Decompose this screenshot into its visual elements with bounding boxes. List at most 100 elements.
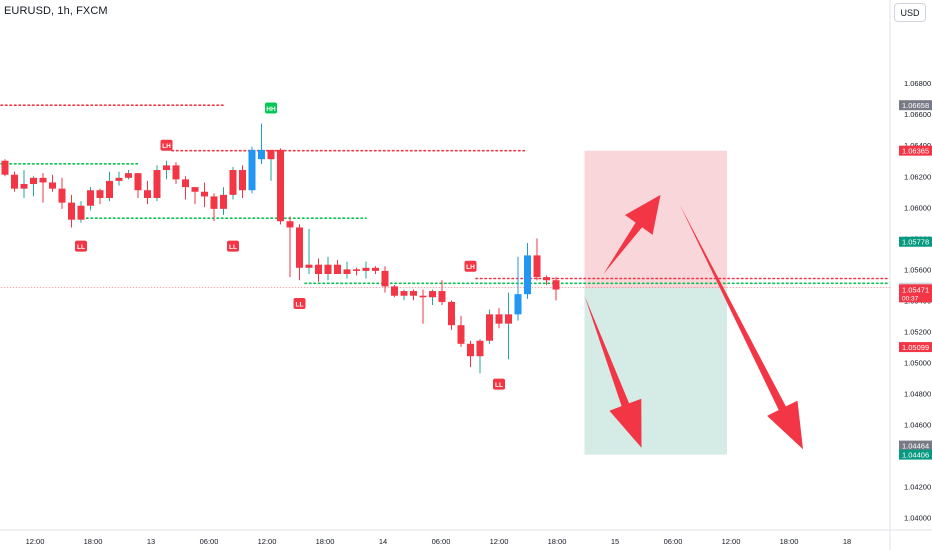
direction-arrow[interactable] xyxy=(584,295,642,448)
candle-body[interactable] xyxy=(191,187,199,192)
candle-body[interactable] xyxy=(115,177,123,181)
candle-body[interactable] xyxy=(68,202,75,220)
candle-body[interactable] xyxy=(87,190,94,206)
candle-body[interactable] xyxy=(457,325,465,344)
candle-body[interactable] xyxy=(1,160,9,175)
candle-body[interactable] xyxy=(296,227,303,268)
price-tick-label: 1.06000 xyxy=(904,203,931,212)
candle-body[interactable] xyxy=(305,264,313,268)
candle-body[interactable] xyxy=(372,267,379,271)
price-tick-label: 1.06600 xyxy=(904,110,931,119)
structure-label-badge[interactable] xyxy=(265,102,277,114)
direction-arrow[interactable] xyxy=(603,194,661,274)
candle-body[interactable] xyxy=(476,340,484,357)
candle-body[interactable] xyxy=(201,191,208,197)
candle-body[interactable] xyxy=(220,194,227,209)
direction-arrow[interactable] xyxy=(679,204,804,450)
candle-body[interactable] xyxy=(182,179,189,188)
candle-body[interactable] xyxy=(277,149,284,222)
symbol-title[interactable]: EURUSD, 1h, FXCM xyxy=(4,5,108,17)
price-axis-label: 1.04464 xyxy=(902,442,929,451)
candle-body[interactable] xyxy=(77,205,85,220)
time-tick-label: 12:00 xyxy=(258,537,277,546)
candle-body[interactable] xyxy=(258,149,265,160)
candle-body[interactable] xyxy=(362,267,370,271)
candle-body[interactable] xyxy=(448,301,455,326)
structure-label-badge[interactable] xyxy=(75,240,87,252)
candle-body[interactable] xyxy=(391,286,398,296)
time-tick-label: 18:00 xyxy=(316,537,335,546)
candle-body[interactable] xyxy=(429,291,436,298)
time-tick-label: 06:00 xyxy=(432,537,451,546)
candle-body[interactable] xyxy=(552,280,560,290)
candle-body[interactable] xyxy=(267,149,275,160)
structure-label-badge[interactable] xyxy=(227,240,239,252)
candle-body[interactable] xyxy=(400,291,408,296)
candle-body[interactable] xyxy=(486,314,493,341)
candle-body[interactable] xyxy=(30,177,37,185)
candle-body[interactable] xyxy=(248,149,256,191)
candle-body[interactable] xyxy=(467,343,474,357)
candle-body[interactable] xyxy=(153,170,161,198)
candle-body[interactable] xyxy=(381,270,389,287)
price-axis-label-bg[interactable] xyxy=(899,284,932,303)
candle-body[interactable] xyxy=(495,314,503,324)
candle-body[interactable] xyxy=(524,255,531,295)
candle-body[interactable] xyxy=(172,165,180,180)
candle-body[interactable] xyxy=(505,314,512,324)
candle-body[interactable] xyxy=(324,264,332,274)
time-tick-label: 13 xyxy=(147,537,155,546)
structure-label-badge[interactable] xyxy=(160,139,173,151)
candle-body[interactable] xyxy=(315,264,322,274)
price-tick-label: 1.04800 xyxy=(904,389,931,398)
price-tick-label: 1.06200 xyxy=(904,172,931,181)
candle-body[interactable] xyxy=(286,221,294,228)
candle-body[interactable] xyxy=(343,269,351,274)
candle-body[interactable] xyxy=(144,190,151,198)
price-axis-label: 1.05778 xyxy=(902,238,929,247)
structure-label: LL xyxy=(77,244,85,251)
price-axis-label-bg[interactable] xyxy=(899,440,932,451)
candle-body[interactable] xyxy=(239,170,246,191)
structure-label: HH xyxy=(266,106,276,113)
candle-body[interactable] xyxy=(543,277,550,281)
price-axis-label-bg[interactable] xyxy=(899,449,932,460)
candle-body[interactable] xyxy=(163,165,170,171)
candle-body[interactable] xyxy=(106,180,113,198)
currency-button[interactable]: USD xyxy=(894,3,926,22)
candle-body[interactable] xyxy=(514,294,522,315)
time-tick-label: 12:00 xyxy=(722,537,741,546)
price-axis-label-bg[interactable] xyxy=(899,342,932,353)
structure-label: LL xyxy=(296,301,304,308)
candle-body[interactable] xyxy=(49,182,56,189)
structure-label-badge[interactable] xyxy=(493,378,505,390)
candle-body[interactable] xyxy=(438,291,446,302)
price-axis-label-bg[interactable] xyxy=(899,236,932,247)
candle-body[interactable] xyxy=(334,264,341,274)
time-tick-label: 12:00 xyxy=(26,537,45,546)
candle-body[interactable] xyxy=(353,269,360,271)
candle-body[interactable] xyxy=(410,291,417,296)
price-axis-label-bg[interactable] xyxy=(899,145,932,156)
candle-body[interactable] xyxy=(11,174,18,189)
candle-body[interactable] xyxy=(533,255,541,278)
price-axis-label: 1.06658 xyxy=(902,101,929,110)
structure-label-badge[interactable] xyxy=(464,260,477,272)
candle-body[interactable] xyxy=(20,184,28,189)
time-tick-label: 06:00 xyxy=(664,537,683,546)
candle-body[interactable] xyxy=(39,177,47,183)
time-tick-label: 18:00 xyxy=(780,537,799,546)
candle-body[interactable] xyxy=(58,188,66,203)
take-profit-zone[interactable] xyxy=(584,287,728,455)
candle-body[interactable] xyxy=(134,173,142,191)
candle-body[interactable] xyxy=(210,196,218,209)
stop-loss-zone[interactable] xyxy=(584,150,728,288)
candle-body[interactable] xyxy=(125,173,132,178)
candle-body[interactable] xyxy=(229,170,237,195)
candle-body[interactable] xyxy=(96,190,104,198)
structure-label-badge[interactable] xyxy=(293,297,306,309)
price-axis-label-bg[interactable] xyxy=(899,100,932,111)
candle-body[interactable] xyxy=(419,295,427,298)
